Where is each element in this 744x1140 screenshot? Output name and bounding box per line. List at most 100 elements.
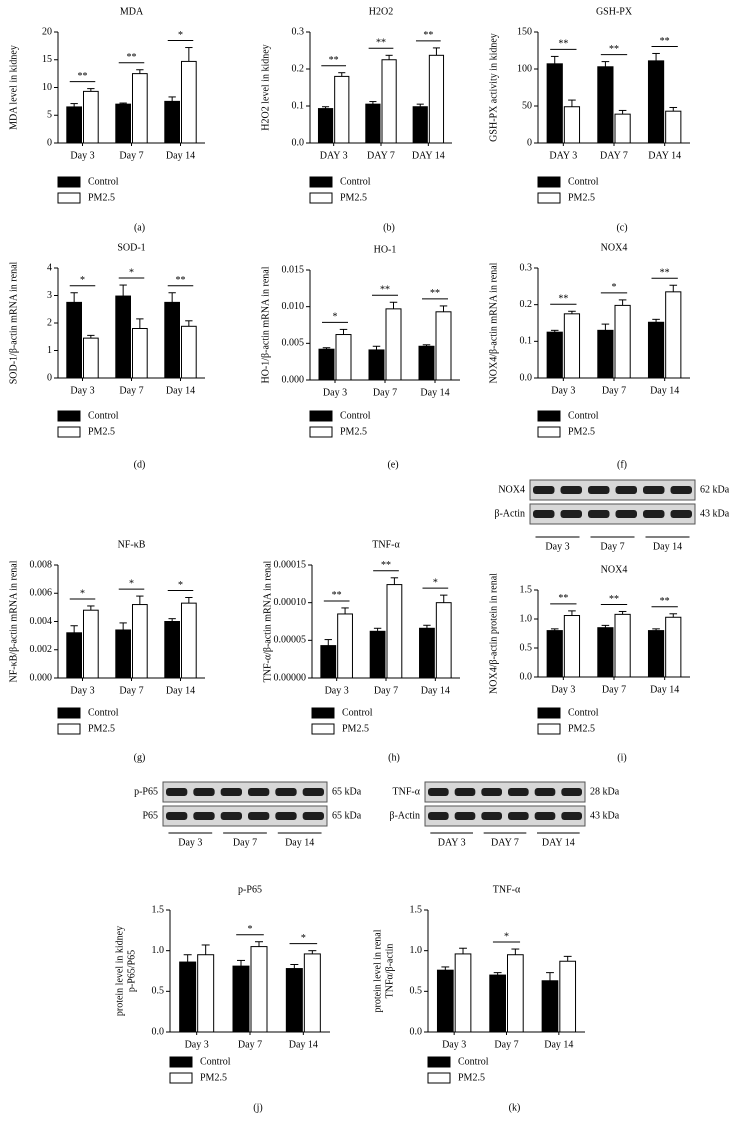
y-tick-label: 0.0 — [520, 372, 533, 383]
panel-label: (a) — [134, 222, 145, 233]
bar — [250, 946, 268, 1033]
bar — [179, 961, 197, 1033]
blot-band — [428, 812, 449, 820]
blot-kda: 62 kDa — [700, 484, 730, 495]
legend-swatch — [427, 1056, 451, 1068]
error-bar — [290, 963, 299, 969]
bar — [115, 103, 132, 144]
blot-band — [275, 812, 297, 820]
blot-band — [588, 486, 610, 494]
error-bar — [669, 613, 678, 618]
error-bar — [70, 103, 78, 107]
bar — [66, 106, 83, 144]
blot-band — [220, 788, 242, 796]
error-bar — [87, 88, 95, 92]
bar — [181, 60, 197, 144]
significance-label: ** — [660, 596, 670, 607]
bar — [665, 616, 682, 678]
y-tick-label: 150 — [517, 26, 532, 37]
chart-title: TNF-α — [493, 884, 521, 895]
error-bar — [87, 334, 95, 339]
error-bar — [385, 54, 393, 60]
bar — [597, 329, 614, 379]
bar — [563, 615, 581, 678]
y-tick-label: 1.0 — [152, 945, 165, 956]
y-tick-label: 0.2 — [292, 63, 305, 74]
y-axis-label: p-P65/P65 — [126, 950, 137, 992]
error-bar — [87, 605, 95, 611]
error-bar — [341, 607, 349, 614]
bar — [428, 54, 445, 144]
bar — [665, 291, 682, 379]
error-bar — [439, 305, 448, 312]
y-tick-label: 0.006 — [30, 588, 53, 599]
y-tick-label: 10 — [42, 82, 52, 93]
x-tick-label: Day 7 — [494, 1039, 518, 1050]
panel-label: (d) — [134, 459, 146, 470]
x-tick-label: Day 14 — [166, 150, 195, 161]
legend-label: Control — [568, 410, 599, 421]
blot-band — [481, 812, 502, 820]
error-bar — [441, 966, 450, 971]
significance-label: * — [129, 578, 134, 589]
blot-band — [533, 486, 555, 494]
error-bar — [652, 52, 660, 61]
blot-strip — [424, 781, 586, 803]
error-bar — [601, 61, 610, 67]
y-axis-label: NOX4/β-actin protein in renal — [488, 573, 499, 694]
chart-title: GSH-PX — [596, 6, 633, 17]
blot-band — [534, 812, 556, 820]
y-tick-label: 0.0 — [152, 1026, 165, 1037]
y-tick-label: 0.1 — [292, 100, 305, 111]
blot-band — [193, 812, 215, 820]
bar — [559, 960, 577, 1033]
legend-label: PM2.5 — [88, 192, 115, 203]
significance-label: ** — [558, 39, 568, 50]
significance-label: ** — [609, 594, 619, 605]
legend-swatch — [309, 176, 333, 188]
error-bar — [652, 628, 660, 631]
blot-band — [166, 788, 188, 796]
bar — [614, 613, 631, 678]
error-bar — [255, 941, 263, 947]
bar — [66, 301, 83, 379]
bar — [285, 968, 303, 1033]
chart-title: HO-1 — [374, 244, 397, 255]
x-tick-label: Day 3 — [185, 1039, 209, 1050]
y-tick-label: 1.5 — [520, 584, 533, 595]
significance-label: ** — [660, 268, 670, 279]
x-tick-label: Day 14 — [420, 387, 449, 398]
significance-label: ** — [660, 36, 670, 47]
x-tick-label: Day 7 — [602, 385, 626, 396]
blot-day-label: Day 7 — [233, 837, 257, 848]
bar — [132, 328, 148, 379]
error-bar — [168, 96, 176, 102]
chart-title: NF-κB — [118, 539, 146, 550]
bar — [83, 337, 99, 379]
blot-kda: 43 kDa — [700, 508, 730, 519]
error-bar — [70, 625, 78, 633]
y-tick-label: 0.5 — [152, 986, 165, 997]
x-tick-label: Day 3 — [442, 1039, 466, 1050]
legend-swatch — [427, 1072, 451, 1084]
bar — [83, 90, 99, 144]
bar — [303, 953, 321, 1033]
legend-label: PM2.5 — [568, 192, 595, 203]
bar — [541, 980, 559, 1033]
significance-label: ** — [558, 593, 568, 604]
y-tick-label: 1.5 — [152, 904, 165, 915]
bar — [647, 630, 665, 678]
blot-band — [248, 788, 270, 796]
error-bar — [185, 47, 193, 62]
y-axis-label: MDA level in kidney — [8, 45, 19, 130]
blot-band — [302, 812, 324, 820]
x-tick-label: DAY 7 — [600, 150, 628, 161]
y-tick-label: 0.0 — [410, 1026, 423, 1037]
blot-strip — [162, 781, 328, 803]
blot-band — [560, 510, 582, 518]
legend-swatch — [537, 192, 561, 204]
x-tick-label: Day 14 — [650, 385, 679, 396]
significance-label: * — [433, 577, 438, 588]
blot-band — [643, 510, 665, 518]
error-bar — [601, 624, 610, 628]
